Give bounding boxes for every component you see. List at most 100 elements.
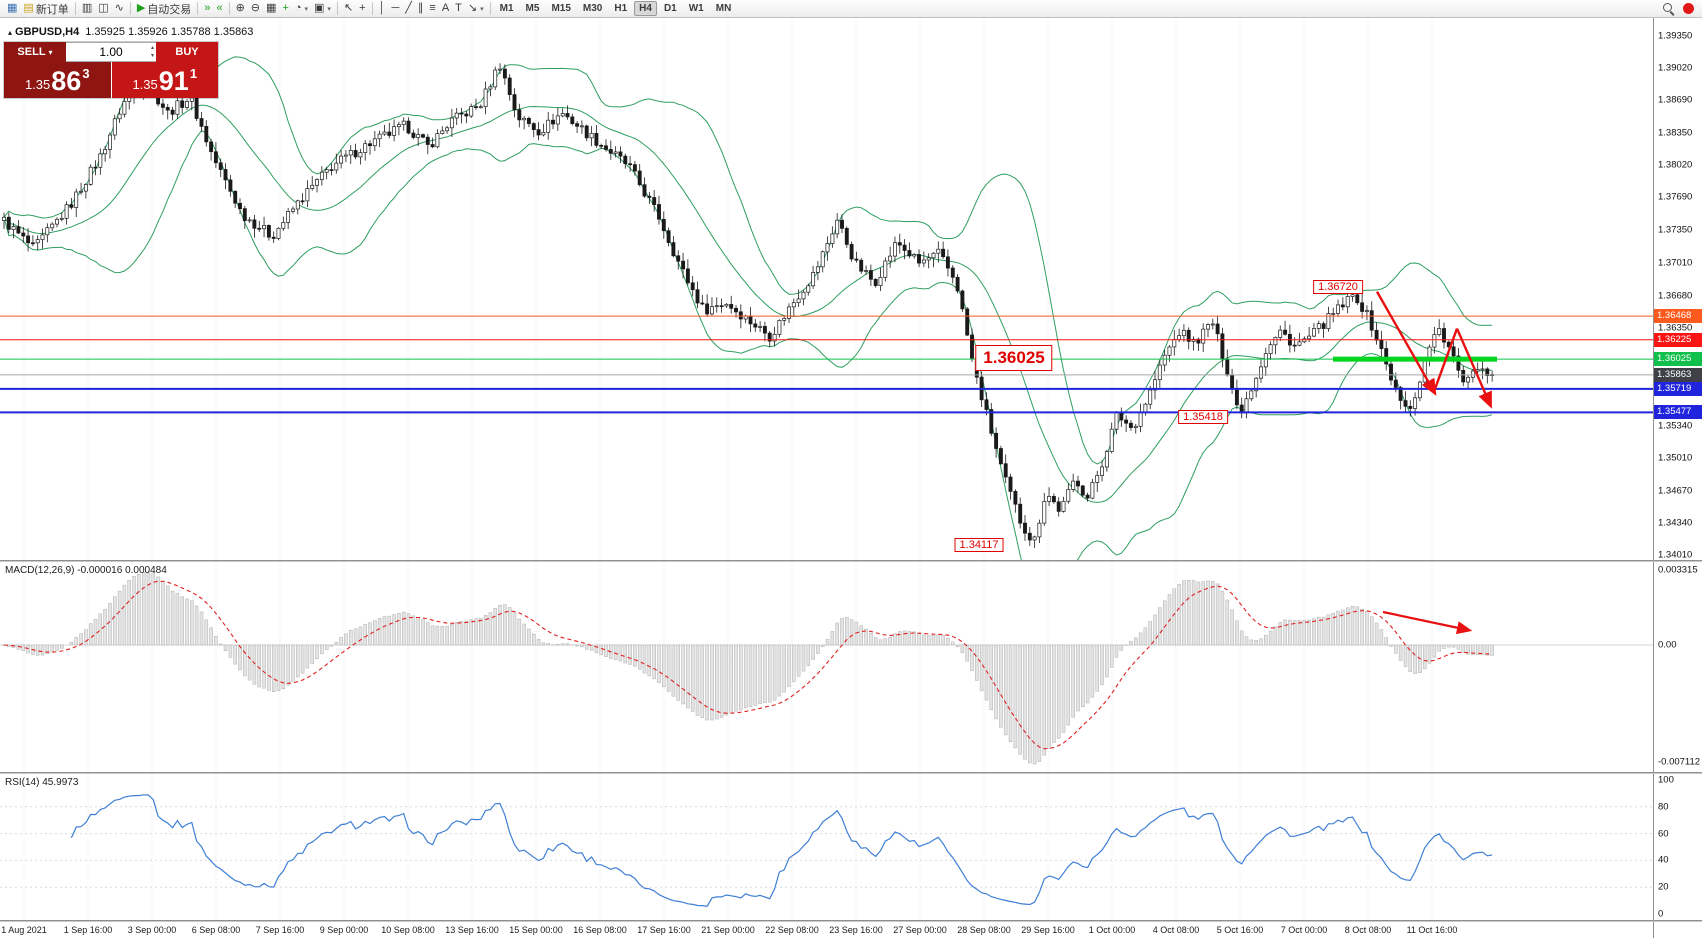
toolbar-separator bbox=[129, 2, 131, 15]
vertical-line-button[interactable]: │ bbox=[376, 1, 389, 17]
zoom-out-button[interactable]: ⊖ bbox=[248, 1, 263, 17]
time-axis-tick: 3 Sep 00:00 bbox=[127, 925, 177, 935]
timeframe-m30-button[interactable]: M30 bbox=[582, 3, 603, 14]
timeframe-h4-button[interactable]: H4 bbox=[634, 1, 657, 16]
macd-panel: MACD(12,26,9) -0.000016 0.000484 0.00331… bbox=[0, 562, 1702, 772]
price-level-label: 1.35863 bbox=[1654, 367, 1702, 382]
price-axis-tick: 1.37350 bbox=[1658, 224, 1693, 236]
crosshair-button[interactable]: + bbox=[356, 1, 368, 17]
timeframe-mn-button[interactable]: MN bbox=[715, 3, 732, 14]
volume-up-icon[interactable]: ▴ bbox=[150, 45, 154, 51]
auto-trading-icon: ▶ bbox=[136, 2, 146, 14]
new-order-button[interactable]: ▤ 新订单 bbox=[20, 1, 71, 17]
price-plot[interactable] bbox=[0, 18, 1702, 560]
crosshair-icon: + bbox=[359, 2, 366, 14]
chart-candles-button[interactable]: ◫ bbox=[95, 1, 111, 17]
fibonacci-button[interactable]: ≡ bbox=[426, 1, 438, 17]
text-icon: A bbox=[441, 2, 450, 14]
arrows-tool-dropdown-icon[interactable]: ▾ bbox=[480, 5, 484, 13]
chart-window-icon: ▦ bbox=[7, 2, 18, 14]
volume-input[interactable]: 1.00 ▴ ▾ bbox=[66, 42, 156, 62]
rsi-plot[interactable] bbox=[0, 774, 1702, 920]
horizontal-line-button[interactable]: ─ bbox=[388, 1, 402, 17]
search-icon[interactable] bbox=[1662, 2, 1675, 15]
text-button[interactable]: A bbox=[439, 1, 452, 17]
periods-button[interactable]: ◔ ▾ bbox=[292, 1, 311, 17]
time-axis-tick: 23 Sep 16:00 bbox=[829, 925, 883, 935]
equidistant-channel-icon: ∥ bbox=[417, 2, 424, 14]
price-axis-tick: 1.37010 bbox=[1658, 257, 1693, 269]
chart-autoscroll-button[interactable]: » bbox=[201, 1, 213, 17]
timeframe-m15-button[interactable]: M15 bbox=[551, 3, 571, 14]
symbol-info: ▴ GBPUSD,H4 1.35925 1.35926 1.35788 1.3586… bbox=[8, 26, 253, 38]
volume-down-icon[interactable]: ▾ bbox=[150, 53, 154, 59]
time-axis-tick: 16 Sep 08:00 bbox=[573, 925, 627, 935]
price-axis-tick: 1.35010 bbox=[1658, 452, 1693, 464]
chart-shift-button[interactable]: « bbox=[213, 1, 225, 17]
toolbar-separator bbox=[371, 2, 373, 15]
panel-splitter[interactable] bbox=[0, 772, 1702, 774]
sell-options-caret-icon[interactable]: ▾ bbox=[48, 47, 53, 57]
cursor-icon: ↖ bbox=[343, 2, 354, 14]
timeframe-d1-button[interactable]: D1 bbox=[663, 3, 677, 14]
templates-button[interactable]: ▣ ▾ bbox=[311, 1, 334, 17]
volume-value: 1.00 bbox=[99, 45, 123, 59]
chart-line-button[interactable]: ∿ bbox=[112, 1, 127, 17]
notification-badge-icon[interactable] bbox=[1683, 3, 1694, 14]
time-axis-tick: 9 Sep 00:00 bbox=[319, 925, 369, 935]
chart-annotation[interactable]: 1.36025 bbox=[975, 344, 1053, 371]
periods-dropdown-icon[interactable]: ▾ bbox=[304, 5, 309, 13]
rsi-axis-tick: 100 bbox=[1658, 774, 1674, 786]
sell-button[interactable]: SELL ▾ bbox=[4, 42, 66, 62]
time-axis-tick: 1 Aug 2021 bbox=[1, 925, 47, 935]
buy-price-sup: 1 bbox=[189, 66, 198, 81]
price-chart-panel: ▴ GBPUSD,H4 1.35925 1.35926 1.35788 1.3586… bbox=[0, 18, 1702, 560]
time-axis-tick: 22 Sep 08:00 bbox=[765, 925, 819, 935]
tile-windows-button[interactable]: ▦ bbox=[263, 1, 279, 17]
rsi-axis-tick: 0 bbox=[1658, 908, 1664, 920]
arrows-tool-icon: ↘ bbox=[467, 2, 478, 14]
timeframe-m5-button[interactable]: M5 bbox=[525, 3, 540, 14]
auto-trading-button[interactable]: ▶ 自动交易 bbox=[134, 1, 194, 17]
timeframe-w1-button[interactable]: W1 bbox=[688, 3, 704, 14]
chart-annotation[interactable]: 1.36720 bbox=[1313, 280, 1363, 295]
macd-axis-tick: 0.003315 bbox=[1658, 564, 1698, 576]
time-axis-tick: 7 Oct 00:00 bbox=[1280, 925, 1328, 935]
chart-window-button[interactable]: ▦ bbox=[4, 1, 20, 17]
time-axis-tick: 10 Sep 08:00 bbox=[381, 925, 435, 935]
buy-button[interactable]: BUY bbox=[156, 42, 218, 62]
zoom-in-button[interactable]: ⊕ bbox=[233, 1, 248, 17]
timeframe-m1-button[interactable]: M1 bbox=[499, 3, 514, 14]
price-axis-tick: 1.38350 bbox=[1658, 127, 1693, 139]
timeframe-h1-button[interactable]: H1 bbox=[614, 3, 628, 14]
toolbar-separator bbox=[197, 2, 199, 15]
time-axis-tick: 6 Sep 08:00 bbox=[191, 925, 241, 935]
auto-trading-label: 自动交易 bbox=[147, 3, 192, 16]
panel-splitter[interactable] bbox=[0, 560, 1702, 562]
buy-price[interactable]: 1.35 91 1 bbox=[111, 62, 218, 98]
cursor-button[interactable]: ↖ bbox=[341, 1, 356, 17]
new-order-label: 新订单 bbox=[35, 3, 69, 16]
toolbar-separator bbox=[336, 2, 338, 15]
periods-icon: ◔ bbox=[294, 2, 302, 14]
panel-splitter[interactable] bbox=[0, 920, 1702, 922]
arrows-tool-button[interactable]: ↘ ▾ bbox=[465, 1, 487, 17]
price-axis-tick: 1.36680 bbox=[1658, 290, 1693, 301]
label-button[interactable]: T bbox=[452, 1, 465, 17]
horizontal-line-icon: ─ bbox=[391, 2, 400, 14]
indicators-add-button[interactable]: + bbox=[279, 1, 291, 17]
toolbar-separator bbox=[228, 2, 230, 15]
chart-annotation[interactable]: 1.34117 bbox=[954, 537, 1004, 552]
sell-price[interactable]: 1.35 86 3 bbox=[4, 62, 111, 98]
chart-bars-button[interactable]: ▥ bbox=[79, 1, 95, 17]
equidistant-channel-button[interactable]: ∥ bbox=[415, 1, 427, 17]
zoom-out-icon: ⊖ bbox=[250, 2, 260, 14]
chart-annotation[interactable]: 1.35418 bbox=[1178, 409, 1228, 424]
time-axis-tick: 1 Sep 16:00 bbox=[63, 925, 113, 935]
templates-dropdown-icon[interactable]: ▾ bbox=[327, 5, 331, 13]
trendline-icon: ╱ bbox=[405, 2, 412, 14]
trendline-button[interactable]: ╱ bbox=[402, 1, 415, 17]
sell-price-prefix: 1.35 bbox=[24, 77, 51, 92]
time-axis-tick: 1 Oct 00:00 bbox=[1088, 925, 1136, 935]
macd-plot[interactable] bbox=[0, 562, 1702, 772]
